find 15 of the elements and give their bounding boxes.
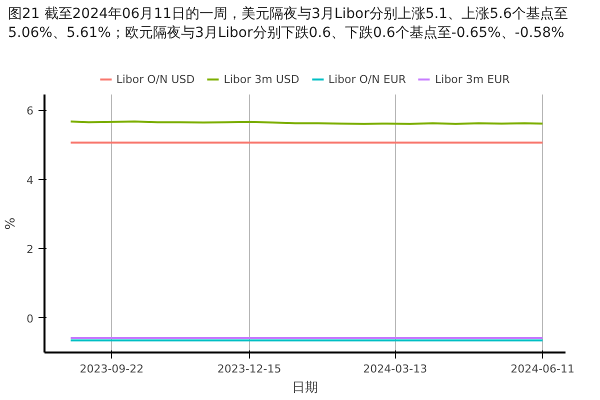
legend-label: Libor O/N EUR	[328, 72, 406, 86]
legend-label: Libor O/N USD	[116, 72, 195, 86]
x-tick-label: 2023-09-22	[80, 362, 144, 376]
y-tick-label: 6	[26, 104, 34, 118]
x-tick-label: 2024-03-13	[363, 362, 428, 376]
x-tick-label: 2024-06-11	[510, 362, 575, 376]
y-tick-label: 4	[26, 174, 34, 187]
y-tick-label: 0	[26, 312, 34, 326]
chart-title: 图21 截至2024年06月11日的一周，美元隔夜与3月Libor分别上涨5.1、上涨5.6个基点至5.06%、5.61%；欧元隔夜与3月Libor分别下跌0.6、下跌0.6个基点至-0.65%、-0.58%	[8, 5, 569, 43]
legend-label: Libor 3m USD	[224, 72, 300, 86]
y-tick-label: 2	[26, 243, 34, 256]
y-axis-title: %	[4, 217, 18, 230]
x-tick-label: 2023-12-15	[217, 362, 282, 376]
x-axis-title: 日期	[292, 380, 318, 396]
legend-label: Libor 3m EUR	[435, 72, 510, 86]
